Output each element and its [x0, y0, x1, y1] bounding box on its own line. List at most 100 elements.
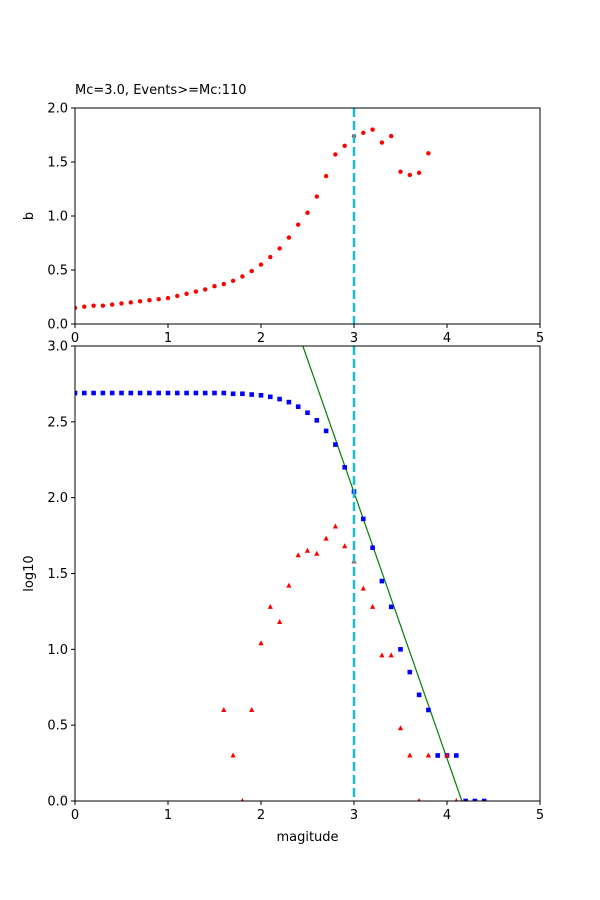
- y-tick-label: 1.5: [47, 156, 68, 171]
- data-point-triangle: [323, 535, 329, 541]
- data-point-triangle: [230, 752, 236, 758]
- data-point-square: [454, 753, 459, 758]
- y-tick-label: 1.0: [47, 210, 68, 225]
- data-point-circle: [249, 268, 254, 274]
- data-point-square: [370, 545, 375, 551]
- y-tick-label: 0.0: [47, 795, 68, 810]
- figure-title: Mc=3.0, Events>=Mc:110: [75, 83, 247, 98]
- data-point-circle: [175, 293, 180, 299]
- data-point-square: [175, 390, 180, 396]
- y-tick-label: 2.0: [47, 102, 68, 117]
- data-point-circle: [398, 169, 403, 174]
- data-point-square: [202, 390, 208, 396]
- data-point-circle: [156, 296, 161, 302]
- data-point-circle: [91, 303, 96, 308]
- x-tick-label: 0: [71, 331, 79, 346]
- data-point-square: [361, 516, 366, 522]
- y-tick-label: 0.5: [47, 719, 68, 734]
- data-point-triangle: [304, 547, 311, 553]
- data-point-circle: [137, 299, 143, 304]
- data-point-circle: [212, 284, 217, 289]
- data-point-triangle: [240, 798, 244, 801]
- data-point-triangle: [407, 752, 413, 758]
- data-point-triangle: [360, 585, 366, 591]
- data-point-triangle: [295, 552, 301, 558]
- data-point-square: [137, 390, 143, 396]
- data-point-triangle: [258, 640, 264, 646]
- data-point-square: [426, 707, 431, 713]
- data-point-circle: [314, 194, 319, 199]
- data-point-square: [407, 669, 413, 675]
- data-point-circle: [389, 133, 394, 139]
- data-point-triangle: [221, 707, 227, 712]
- data-point-circle: [333, 152, 338, 157]
- data-point-square: [472, 798, 478, 801]
- x-tick-label: 2: [257, 808, 265, 823]
- data-point-circle: [286, 235, 292, 240]
- data-point-triangle: [267, 603, 273, 609]
- data-point-circle: [277, 246, 282, 251]
- plot-area: [75, 108, 540, 324]
- data-point-square: [249, 392, 254, 397]
- data-point-square: [193, 390, 199, 396]
- data-point-square: [109, 390, 115, 396]
- data-point-square: [75, 390, 78, 396]
- data-point-triangle: [314, 550, 320, 556]
- x-tick-label: 2: [257, 331, 265, 346]
- data-point-triangle: [444, 752, 450, 758]
- x-tick-label: 3: [350, 808, 358, 823]
- data-point-circle: [361, 130, 366, 136]
- data-point-square: [119, 390, 124, 396]
- data-point-triangle: [249, 707, 255, 712]
- data-point-square: [342, 465, 347, 470]
- data-point-square: [314, 418, 320, 423]
- data-point-triangle: [417, 798, 421, 801]
- data-point-square: [268, 394, 273, 400]
- data-point-circle: [184, 291, 189, 296]
- data-point-square: [463, 798, 468, 801]
- data-point-triangle: [388, 652, 394, 658]
- x-axis-label: magitude: [276, 830, 338, 845]
- data-point-circle: [379, 140, 385, 145]
- data-point-triangle: [379, 652, 385, 658]
- data-point-circle: [342, 143, 347, 148]
- data-point-triangle: [370, 603, 376, 609]
- gr-fit-line: [302, 346, 463, 801]
- data-point-square: [379, 578, 385, 584]
- data-point-square: [286, 399, 292, 405]
- data-point-triangle: [454, 798, 458, 801]
- y-tick-label: 2.0: [47, 491, 68, 506]
- data-point-circle: [193, 289, 199, 294]
- data-point-square: [147, 390, 152, 396]
- data-point-circle: [426, 151, 431, 156]
- data-point-circle: [370, 127, 375, 132]
- data-point-circle: [323, 173, 329, 179]
- y-tick-label: 0.5: [47, 264, 68, 279]
- data-point-triangle: [342, 543, 348, 549]
- data-point-square: [221, 390, 227, 396]
- data-point-circle: [110, 302, 115, 307]
- log10-frequency-plot: 0 1 2 3 4 5 0.0 0.5 1.0 1.5 2.0 2.5 3.0 log10 magitude: [22, 340, 544, 846]
- data-point-square: [91, 390, 96, 396]
- x-tick-label: 5: [536, 331, 544, 346]
- data-point-circle: [416, 170, 422, 175]
- data-point-triangle: [277, 619, 283, 625]
- data-point-circle: [147, 298, 152, 303]
- x-tick-label: 4: [443, 331, 451, 346]
- data-point-triangle: [286, 582, 292, 588]
- data-point-square: [184, 390, 189, 396]
- data-point-circle: [230, 278, 236, 283]
- data-point-square: [398, 647, 403, 652]
- data-point-square: [230, 391, 236, 397]
- data-point-circle: [305, 210, 310, 215]
- x-tick-label: 0: [71, 808, 79, 823]
- x-tick-label: 1: [164, 808, 172, 823]
- data-point-square: [305, 410, 310, 416]
- data-point-square: [277, 396, 282, 402]
- x-tick-label: 3: [350, 331, 358, 346]
- data-point-triangle: [397, 725, 404, 731]
- data-point-circle: [221, 281, 226, 287]
- data-point-square: [165, 390, 171, 396]
- y-tick-label: 1.0: [47, 643, 68, 658]
